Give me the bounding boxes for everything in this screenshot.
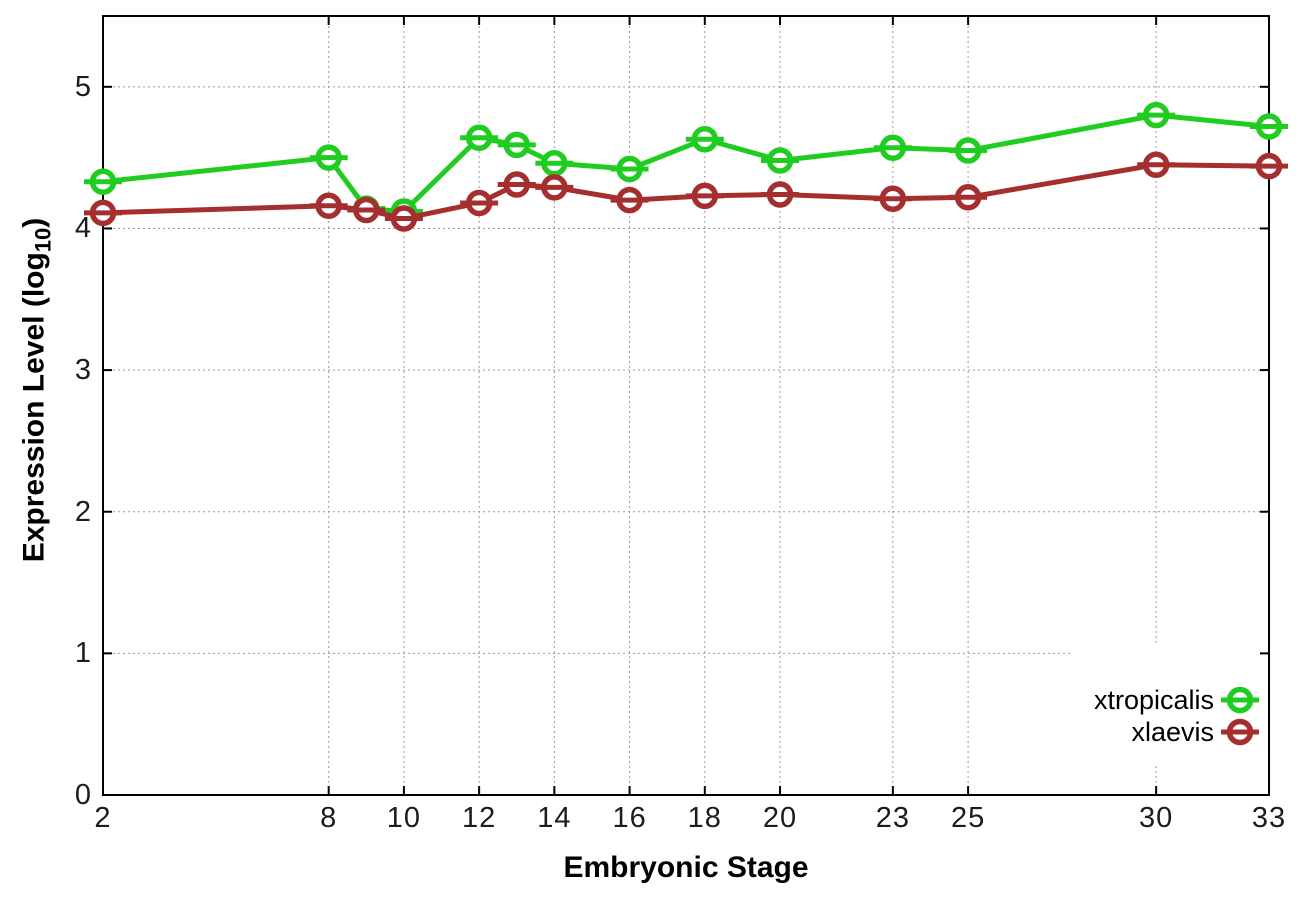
- data-point-ring: [954, 137, 982, 164]
- y-axis-title-sub: 10: [30, 227, 56, 253]
- data-point-ring: [1226, 686, 1254, 714]
- x-tick-label: 16: [612, 802, 647, 834]
- data-point-ring: [1255, 152, 1283, 180]
- x-tick-label: 10: [386, 802, 422, 834]
- y-tick-label: 5: [74, 70, 92, 103]
- data-point-ring: [1226, 718, 1254, 746]
- data-point-ring: [879, 134, 907, 161]
- legend-entry-xlaevis: xlaevis: [1131, 717, 1214, 747]
- x-tick-label: 25: [950, 802, 986, 834]
- x-tick-label: 8: [320, 802, 338, 834]
- data-point-ring: [616, 155, 643, 183]
- data-point-ring: [315, 192, 342, 220]
- x-tick-label: 23: [875, 802, 910, 834]
- data-point-ring: [89, 168, 117, 195]
- x-axis-title: Embryonic Stage: [563, 851, 809, 884]
- y-axis-title-suffix: ): [17, 217, 51, 228]
- data-point-ring: [315, 144, 342, 171]
- data-point-ring: [691, 125, 719, 153]
- x-tick-label: 20: [762, 802, 798, 834]
- x-tick-label: 12: [461, 802, 497, 834]
- data-point-ring: [954, 184, 982, 211]
- plot-border: [102, 15, 1270, 796]
- x-tick-label: 30: [1139, 802, 1174, 834]
- data-point-ring: [541, 174, 568, 201]
- y-tick-label: 0: [74, 779, 92, 811]
- data-point-ring: [616, 186, 643, 214]
- data-point-ring: [465, 124, 493, 152]
- data-point-ring: [1255, 113, 1283, 140]
- data-point-ring: [503, 131, 530, 159]
- y-tick-label: 4: [74, 212, 92, 245]
- x-tick-label: 33: [1251, 802, 1287, 834]
- x-tick-label: 2: [94, 802, 112, 834]
- data-point-ring: [766, 181, 794, 208]
- y-tick-label: 2: [74, 495, 92, 528]
- data-point-ring: [503, 171, 530, 198]
- y-tick-label: 1: [74, 637, 92, 670]
- data-point-ring: [390, 205, 418, 232]
- data-point-ring: [353, 196, 380, 224]
- data-point-ring: [465, 189, 493, 217]
- y-tick-label: 3: [74, 354, 92, 387]
- y-axis-title-text: Expression Level (log: [17, 252, 51, 563]
- x-tick-label: 18: [687, 802, 722, 834]
- data-point-ring: [691, 182, 719, 210]
- x-tick-label: 14: [537, 802, 572, 834]
- data-point-ring: [1142, 151, 1170, 178]
- data-point-ring: [766, 147, 794, 174]
- data-point-ring: [1142, 101, 1170, 129]
- legend-entry-xtropicalis: xtropicalis: [1093, 685, 1214, 715]
- data-point-ring: [879, 185, 907, 212]
- data-point-ring: [541, 150, 568, 177]
- y-axis-title: Expression Level (log10): [18, 218, 57, 563]
- data-point-ring: [89, 199, 117, 227]
- series-line-xlaevis: [100, 162, 1272, 222]
